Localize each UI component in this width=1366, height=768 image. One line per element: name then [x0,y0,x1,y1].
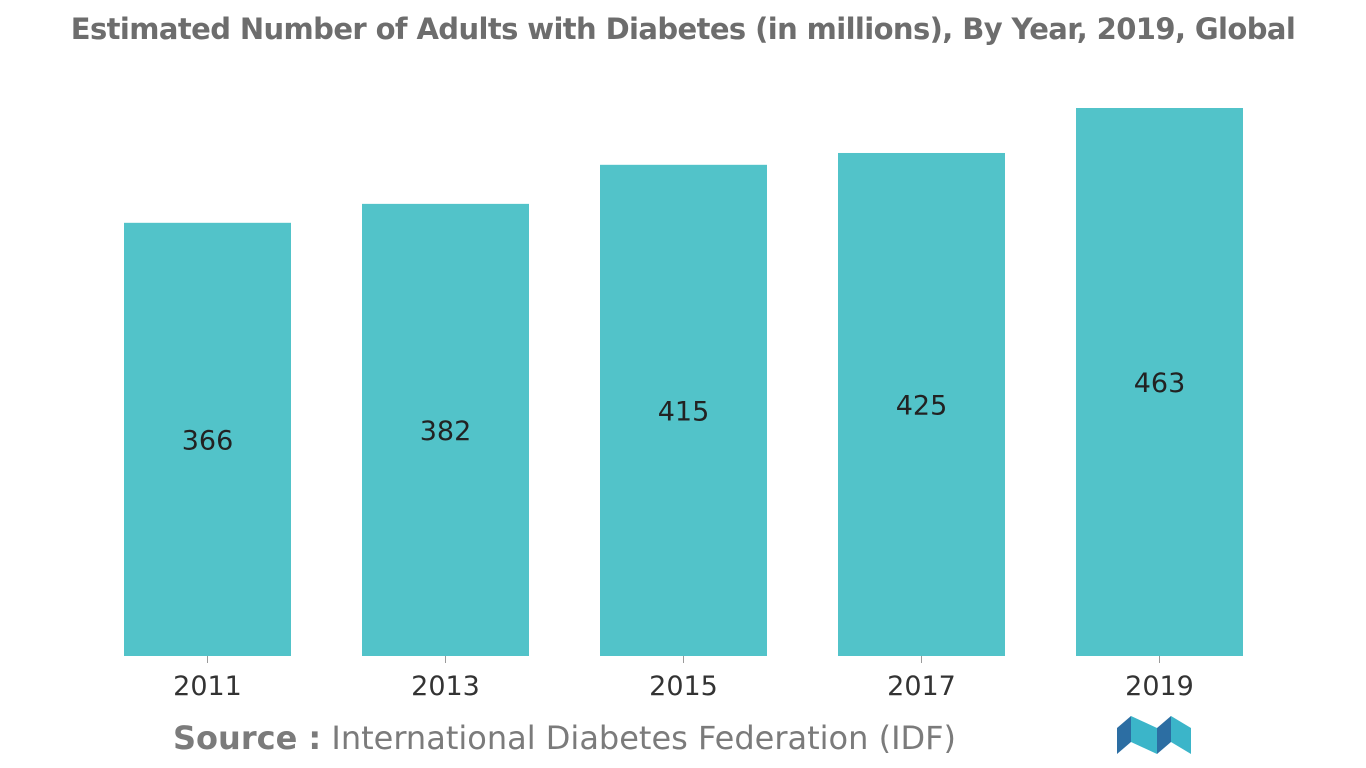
source-text: International Diabetes Federation (IDF) [331,719,957,757]
bar-2019 [1076,108,1243,656]
mordor-intelligence-logo-icon [1117,716,1191,754]
bar-value-label: 425 [896,390,948,421]
bar-value-label: 366 [182,425,234,456]
bar-value-label: 463 [1134,368,1186,399]
bar-2015 [600,164,767,657]
x-tick-label: 2017 [887,671,956,702]
x-tick-label: 2015 [649,671,718,702]
source-label: Source : [173,719,322,757]
bar-value-label: 382 [420,416,472,447]
x-tick-label: 2011 [173,671,242,702]
source-line: Source : International Diabetes Federati… [173,719,956,757]
chart-title: Estimated Number of Adults with Diabetes… [70,12,1296,46]
x-tick-label: 2013 [411,671,480,702]
x-tick-label: 2019 [1125,671,1194,702]
bar-2013 [362,203,529,656]
bar-2017 [838,152,1005,656]
bar-value-label: 415 [658,396,710,427]
bar-2011 [124,222,291,656]
